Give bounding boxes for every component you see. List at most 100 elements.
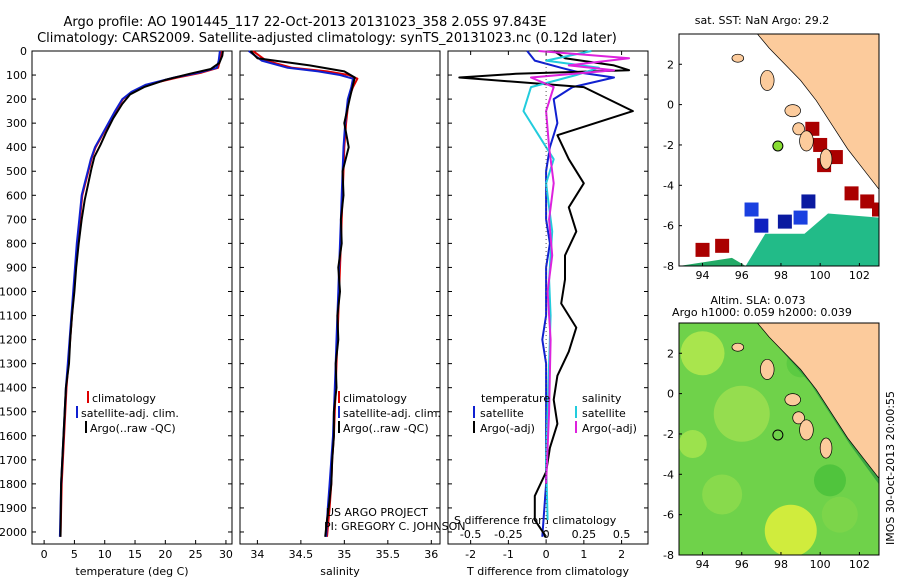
argo-position-marker [772,140,784,152]
sst-patch [679,257,746,266]
sst-cell [754,218,769,233]
x-axis-label: T difference from climatology [466,565,629,578]
legend-climatology-label: climatology [92,392,156,405]
x-tick-label: -1 [503,548,514,561]
x-tick-label: 35.5 [376,548,401,561]
series-line-1 [252,50,359,537]
series-line-4 [530,50,631,484]
y-tick-label: 2000 [0,526,27,539]
sla-patch [679,430,707,459]
sst-cell [828,150,843,165]
lat-tick-label: -8 [663,260,674,273]
lat-tick-label: 0 [667,99,674,112]
x-tick-label: 25 [189,548,203,561]
y-tick-label: 600 [6,189,27,202]
timestamp: IMOS 30-Oct-2013 20:00:55 [884,391,897,545]
sst-map: 94 96 98 100 102 2 0 -2 -4 -6 -8 [663,33,880,282]
lon-tick-label: 102 [849,269,870,282]
y-tick-label: 1800 [0,478,27,491]
sla-map-title-line2: Argo h1000: 0.059 h2000: 0.039 [672,306,852,319]
lon-tick-label: 100 [810,558,831,571]
legend-s-satellite-label: satellite [582,407,626,420]
x-tick-label: -2 [465,548,476,561]
island [784,104,801,118]
y-tick-label: 1300 [0,358,27,371]
sla-map-title-line1: Altim. SLA: 0.073 [710,294,805,307]
legend-temperature-header: temperature [481,392,550,405]
y-tick-label: 500 [6,165,27,178]
lat-tick-label: -6 [663,220,674,233]
x-tick-label: 5 [71,548,78,561]
y-tick-label: 1500 [0,406,27,419]
lat-tick-label: -8 [663,549,674,562]
sst-cell [715,238,730,253]
lat-tick-label: -4 [663,179,674,192]
y-tick-label: 700 [6,213,27,226]
x-tick-label: 1 [580,548,587,561]
lon-tick-label: 96 [735,269,749,282]
lon-tick-label: 98 [774,558,788,571]
lat-tick-label: -6 [663,509,674,522]
top-x-tick-label: 0.25 [572,528,597,541]
island [784,393,801,407]
island [799,419,814,441]
lon-tick-label: 96 [735,558,749,571]
x-axis-label: salinity [320,565,360,578]
plot-frame [239,50,441,545]
difference-panel: -2 -1 0 1 2-0.5 -0.25 0 0.25 0.5S difference fro… [447,50,649,578]
island [819,437,833,459]
sst-cell [777,214,792,229]
sst-cell [744,202,759,217]
series-line-2 [248,50,354,537]
legend-climatology-label: climatology [343,392,407,405]
lon-tick-label: 98 [774,269,788,282]
series-line-3 [249,50,356,537]
series-line-2 [458,50,634,538]
lat-tick-label: -2 [663,428,674,441]
lat-tick-label: -2 [663,139,674,152]
top-x-tick-label: 0 [543,528,550,541]
lon-tick-label: 100 [810,269,831,282]
figure-title-line2: Climatology: CARS2009. Satellite-adjuste… [37,31,617,46]
x-tick-label: 2 [618,548,625,561]
y-tick-label: 0 [20,45,27,58]
island [819,148,833,170]
island [731,53,745,63]
y-tick-label: 1600 [0,430,27,443]
series-line-1 [526,50,615,537]
y-tick-label: 800 [6,237,27,250]
credit-project: US ARGO PROJECT [326,506,428,519]
island [731,342,745,352]
x-tick-label: 30 [219,548,233,561]
sst-cell [695,242,710,257]
sla-patch [680,331,725,376]
lat-tick-label: 2 [667,58,674,71]
temperature-legend: climatology satellite-adj. clim. Argo(..… [76,391,179,435]
sla-map: 94 96 98 100 102 2 0 -2 -4 -6 -8 [663,322,880,571]
legend-satellite-label: satellite-adj. clim. [81,407,179,420]
difference-legend: temperature salinity satellite Argo(-adj… [473,392,637,435]
series-line-2 [58,50,221,537]
y-tick-label: 1900 [0,502,27,515]
island [760,69,775,91]
sst-cell [793,210,808,225]
sla-patch [702,474,743,515]
salinity-panel: 34 34.5 35 35.5 36 salinity [239,50,441,578]
island [792,411,805,425]
top-x-tick-label: -0.25 [494,528,522,541]
x-tick-label: 20 [158,548,172,561]
legend-s-argo-label: Argo(-adj) [582,422,637,435]
lat-tick-label: -4 [663,468,674,481]
x-tick-label: 10 [98,548,112,561]
lat-tick-label: 0 [667,388,674,401]
y-tick-label: 1000 [0,285,27,298]
island [799,130,814,152]
sst-patch [745,213,879,266]
temperature-panel: 0 5 10 15 20 25 300100200300400500600700800900… [0,45,233,578]
y-tick-label: 200 [6,93,27,106]
lon-tick-label: 102 [849,558,870,571]
y-tick-label: 1700 [0,454,27,467]
x-tick-label: 0 [41,548,48,561]
y-tick-label: 900 [6,261,27,274]
x-tick-label: 0 [543,548,550,561]
